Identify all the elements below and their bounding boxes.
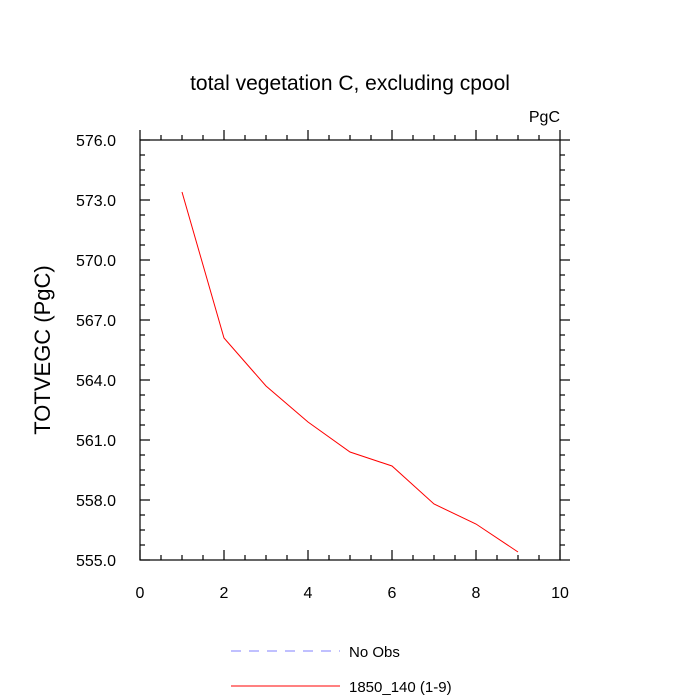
legend: No Obs 1850_140 (1-9) xyxy=(231,644,452,696)
x-tick-label: 6 xyxy=(388,585,397,602)
legend-label: No Obs xyxy=(349,644,400,661)
series-lines xyxy=(181,191,519,553)
chart-title: total vegetation C, excluding cpool xyxy=(190,72,510,95)
x-tick-label: 10 xyxy=(551,585,569,602)
legend-label: 1850_140 (1-9) xyxy=(349,679,452,696)
y-tick-label: 567.0 xyxy=(76,313,116,330)
x-tick-label: 0 xyxy=(136,585,145,602)
x-tick-label: 8 xyxy=(472,585,481,602)
y-tick-label: 576.0 xyxy=(76,133,116,150)
y-tick-label: 555.0 xyxy=(76,553,116,570)
series-line xyxy=(181,191,519,553)
units-label: PgC xyxy=(529,109,560,126)
y-axis-label: TOTVEGC (PgC) xyxy=(30,265,55,435)
y-tick-label: 561.0 xyxy=(76,433,116,450)
x-tick-label: 2 xyxy=(220,585,229,602)
plot-frame xyxy=(139,139,561,561)
x-tick-label: 4 xyxy=(304,585,313,602)
y-tick-labels: 555.0 558.0 561.0 564.0 567.0 570.0 573.0 576.0 xyxy=(76,133,116,570)
axis-ticks xyxy=(139,130,570,561)
y-tick-label: 570.0 xyxy=(76,253,116,270)
y-tick-label: 564.0 xyxy=(76,373,116,390)
x-tick-labels: 0 2 4 6 8 10 xyxy=(136,585,569,602)
y-tick-label: 573.0 xyxy=(76,193,116,210)
y-tick-label: 558.0 xyxy=(76,493,116,510)
